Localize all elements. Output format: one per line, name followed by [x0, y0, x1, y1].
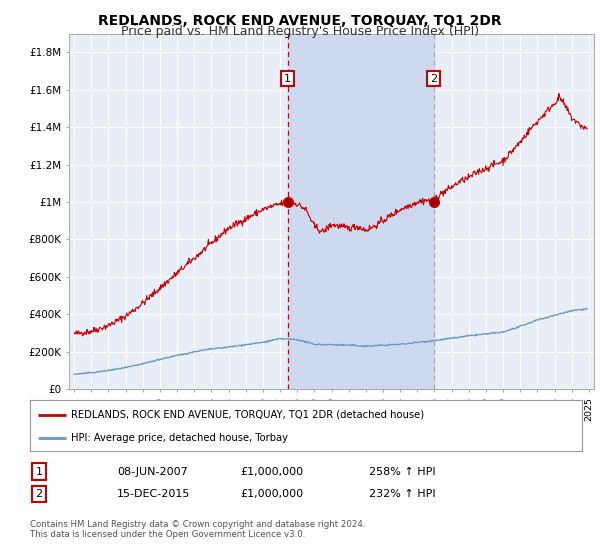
- Text: 2: 2: [430, 73, 437, 83]
- Text: 08-JUN-2007: 08-JUN-2007: [117, 466, 188, 477]
- Text: 15-DEC-2015: 15-DEC-2015: [117, 489, 190, 499]
- Text: Price paid vs. HM Land Registry's House Price Index (HPI): Price paid vs. HM Land Registry's House …: [121, 25, 479, 38]
- Text: Contains HM Land Registry data © Crown copyright and database right 2024.
This d: Contains HM Land Registry data © Crown c…: [30, 520, 365, 539]
- Text: £1,000,000: £1,000,000: [240, 489, 303, 499]
- Text: 1: 1: [284, 73, 291, 83]
- Text: REDLANDS, ROCK END AVENUE, TORQUAY, TQ1 2DR (detached house): REDLANDS, ROCK END AVENUE, TORQUAY, TQ1 …: [71, 409, 425, 419]
- Text: 1: 1: [35, 466, 43, 477]
- Bar: [287, 34, 434, 389]
- Text: £1,000,000: £1,000,000: [240, 466, 303, 477]
- Text: 258% ↑ HPI: 258% ↑ HPI: [369, 466, 436, 477]
- Text: HPI: Average price, detached house, Torbay: HPI: Average price, detached house, Torb…: [71, 433, 289, 443]
- Text: 232% ↑ HPI: 232% ↑ HPI: [369, 489, 436, 499]
- Text: 2: 2: [35, 489, 43, 499]
- Text: REDLANDS, ROCK END AVENUE, TORQUAY, TQ1 2DR: REDLANDS, ROCK END AVENUE, TORQUAY, TQ1 …: [98, 14, 502, 28]
